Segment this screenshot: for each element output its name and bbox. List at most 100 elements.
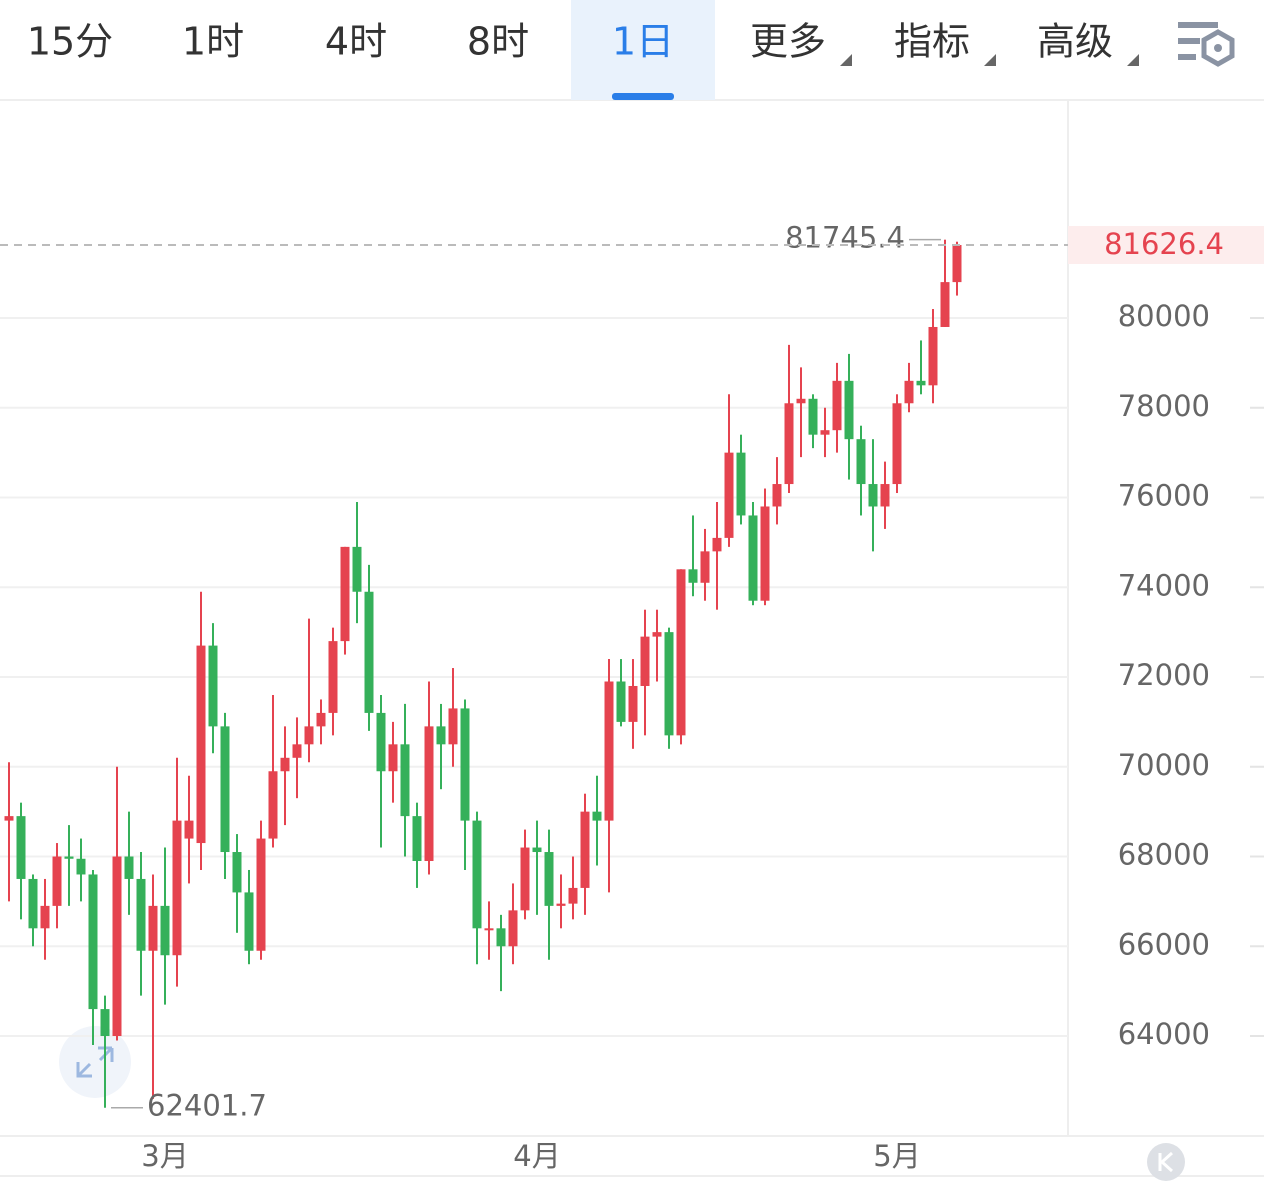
candle-body xyxy=(904,380,914,404)
candle-body xyxy=(52,856,62,906)
settings-icon[interactable] xyxy=(1178,22,1235,67)
tab-label: 高级 xyxy=(1037,20,1113,64)
y-tick-label: 66000 xyxy=(1118,927,1210,961)
candle-body xyxy=(280,757,290,772)
button-bg xyxy=(59,1026,131,1098)
candle-body xyxy=(820,430,830,435)
candle-body xyxy=(268,771,278,839)
candle-body xyxy=(412,816,422,862)
tab-label: 指标 xyxy=(894,20,970,64)
candle-body xyxy=(484,928,494,931)
candle-body xyxy=(256,838,266,951)
candle-body xyxy=(640,636,650,686)
candle-body xyxy=(544,852,554,906)
candle-body xyxy=(772,484,782,507)
icon-dot xyxy=(1214,44,1222,52)
y-tick-label: 68000 xyxy=(1118,838,1210,872)
candle-body xyxy=(424,726,434,862)
tab[interactable]: 8时 xyxy=(467,20,529,64)
tab[interactable]: 更多 xyxy=(750,20,852,67)
candle-body xyxy=(28,878,38,929)
icon xyxy=(76,1046,114,1078)
x-tick-label: 3月 xyxy=(141,1139,188,1173)
button-bg xyxy=(1147,1143,1185,1181)
candle-body xyxy=(736,452,746,516)
candle-body xyxy=(628,685,638,722)
y-tick-label: 80000 xyxy=(1118,299,1210,333)
tab-label: 8时 xyxy=(467,20,529,64)
candle-body xyxy=(556,903,566,906)
icon-bar xyxy=(1178,54,1196,60)
candle-body xyxy=(532,847,542,853)
tab[interactable]: 1日 xyxy=(571,0,715,100)
candle-body xyxy=(604,681,614,821)
candle-body xyxy=(148,905,158,951)
candle-body xyxy=(700,551,710,583)
tab-underline xyxy=(612,93,674,100)
candle-body xyxy=(520,847,530,911)
tab[interactable]: 4时 xyxy=(325,20,387,64)
dropdown-arrow xyxy=(984,54,996,66)
candle-body xyxy=(724,452,734,538)
candle-body xyxy=(292,744,302,758)
candle-body xyxy=(388,744,398,772)
candle-body xyxy=(472,820,482,929)
tab-label: 1日 xyxy=(612,20,674,64)
candle-body xyxy=(112,856,122,1037)
candle-body xyxy=(100,1009,110,1037)
candle-body xyxy=(652,632,662,637)
tab[interactable]: 15分 xyxy=(27,20,113,64)
candle-body xyxy=(400,744,410,817)
candle-body xyxy=(676,569,686,736)
candle-body xyxy=(748,515,758,601)
candle-body xyxy=(592,811,602,821)
max-label: 81745.4 xyxy=(785,221,905,255)
candle-body xyxy=(760,506,770,601)
candle-body xyxy=(664,632,674,736)
candle-body xyxy=(568,887,578,904)
candle-body xyxy=(220,726,230,853)
tab[interactable]: 1时 xyxy=(182,20,244,64)
candle-body xyxy=(856,439,866,485)
y-tick-label: 78000 xyxy=(1118,389,1210,423)
min-label: 62401.7 xyxy=(147,1089,267,1123)
tab-label: 4时 xyxy=(325,20,387,64)
candle-body xyxy=(136,878,146,951)
x-tick-label: 4月 xyxy=(513,1139,560,1173)
tab-label: 1时 xyxy=(182,20,244,64)
y-tick-label: 72000 xyxy=(1118,658,1210,692)
y-tick-label: 74000 xyxy=(1118,568,1210,602)
tab[interactable]: 指标 xyxy=(894,20,996,67)
candle-body xyxy=(40,905,50,929)
tab[interactable]: 高级 xyxy=(1037,20,1139,67)
candle-body xyxy=(124,856,134,879)
candle-body xyxy=(328,641,338,713)
candle-body xyxy=(712,537,722,552)
candle-body xyxy=(928,326,938,386)
candle-body xyxy=(16,816,26,879)
candle-body xyxy=(184,820,194,839)
tab-label: 更多 xyxy=(750,20,826,64)
candle-body xyxy=(160,905,170,956)
candle-body xyxy=(796,398,806,404)
candle-body xyxy=(880,484,890,507)
candle-body xyxy=(460,708,470,821)
candle-body xyxy=(4,816,14,821)
icon xyxy=(1158,1151,1174,1173)
candle-body xyxy=(88,874,98,1010)
dropdown-arrow xyxy=(1127,54,1139,66)
candle-body xyxy=(892,403,902,485)
current-price-bg xyxy=(1068,226,1264,265)
tab-selected-bg xyxy=(571,0,715,100)
candle-body xyxy=(172,820,182,956)
candle-body xyxy=(304,726,314,745)
expand-button[interactable] xyxy=(59,1026,131,1098)
dropdown-arrow xyxy=(840,54,852,66)
y-tick-label: 64000 xyxy=(1118,1017,1210,1051)
candle-body xyxy=(580,811,590,888)
k-button[interactable] xyxy=(1147,1143,1185,1181)
candle-body xyxy=(244,892,254,951)
candle-body xyxy=(688,569,698,583)
y-tick-label: 70000 xyxy=(1118,748,1210,782)
